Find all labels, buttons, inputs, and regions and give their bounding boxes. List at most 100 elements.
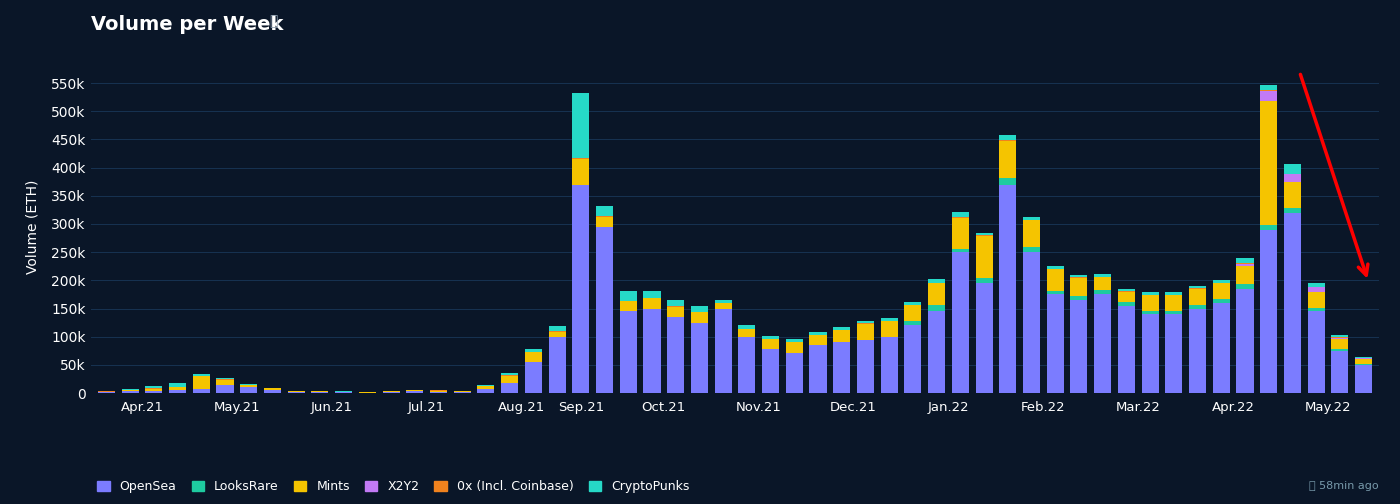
Bar xyxy=(193,389,210,393)
Bar xyxy=(265,388,281,390)
Bar xyxy=(1284,208,1301,213)
Bar xyxy=(857,340,874,393)
Bar xyxy=(382,392,399,393)
Bar xyxy=(1260,225,1277,230)
Bar xyxy=(1355,365,1372,393)
Bar xyxy=(501,375,518,383)
Bar xyxy=(620,311,637,393)
Bar xyxy=(785,342,802,352)
Bar xyxy=(904,302,921,305)
Bar xyxy=(241,384,258,385)
Bar xyxy=(1000,135,1016,140)
Bar xyxy=(904,305,921,321)
Bar xyxy=(406,392,423,393)
Bar xyxy=(668,307,685,317)
Bar xyxy=(1236,289,1253,393)
Bar xyxy=(1355,359,1372,364)
Bar xyxy=(1117,289,1135,291)
Bar xyxy=(952,252,969,393)
Bar xyxy=(146,386,162,389)
Bar xyxy=(1308,287,1324,292)
Bar xyxy=(1284,164,1301,174)
Bar xyxy=(857,321,874,324)
Bar xyxy=(1165,311,1183,314)
Bar xyxy=(881,321,897,337)
Bar xyxy=(217,379,234,380)
Bar xyxy=(1331,338,1348,339)
Bar xyxy=(1095,290,1112,294)
Y-axis label: Volume (ETH): Volume (ETH) xyxy=(25,179,39,274)
Bar xyxy=(169,387,186,390)
Bar xyxy=(1331,335,1348,337)
Text: ⌛ 58min ago: ⌛ 58min ago xyxy=(1309,481,1379,491)
Bar xyxy=(501,383,518,393)
Bar xyxy=(1047,290,1064,294)
Bar xyxy=(809,335,826,345)
Bar xyxy=(122,389,139,390)
Bar xyxy=(1023,247,1040,252)
Bar xyxy=(785,352,802,393)
Bar xyxy=(1355,357,1372,358)
Bar xyxy=(217,385,234,393)
Bar xyxy=(1141,311,1159,314)
Bar xyxy=(1260,230,1277,393)
Bar xyxy=(122,391,139,393)
Bar xyxy=(1000,178,1016,184)
Bar xyxy=(928,283,945,304)
Bar xyxy=(833,342,850,393)
Bar xyxy=(573,93,589,158)
Bar xyxy=(1308,292,1324,308)
Bar xyxy=(1284,213,1301,393)
Bar xyxy=(1331,349,1348,351)
Bar xyxy=(1308,283,1324,287)
Bar xyxy=(1236,258,1253,263)
Bar xyxy=(1308,311,1324,393)
Bar xyxy=(1000,140,1016,141)
Bar xyxy=(1212,280,1229,283)
Bar xyxy=(738,337,756,393)
Bar xyxy=(1141,292,1159,294)
Bar xyxy=(1165,292,1183,294)
Bar xyxy=(881,318,897,321)
Legend: OpenSea, LooksRare, Mints, X2Y2, 0x (Incl. Coinbase), CryptoPunks: OpenSea, LooksRare, Mints, X2Y2, 0x (Inc… xyxy=(97,480,689,493)
Bar xyxy=(809,345,826,393)
Bar xyxy=(928,279,945,283)
Bar xyxy=(1236,284,1253,289)
Bar xyxy=(1117,292,1135,302)
Bar xyxy=(1117,306,1135,393)
Bar xyxy=(833,330,850,342)
Bar xyxy=(1260,91,1277,101)
Bar xyxy=(406,391,423,392)
Bar xyxy=(762,339,780,349)
Bar xyxy=(952,218,969,249)
Bar xyxy=(1212,303,1229,393)
Bar xyxy=(976,278,993,283)
Bar xyxy=(430,392,447,393)
Bar xyxy=(477,386,494,389)
Bar xyxy=(668,317,685,393)
Bar xyxy=(335,392,353,393)
Bar xyxy=(1236,264,1253,266)
Bar xyxy=(525,362,542,393)
Bar xyxy=(928,311,945,393)
Bar xyxy=(596,227,613,393)
Bar xyxy=(714,308,732,393)
Bar xyxy=(881,337,897,393)
Bar xyxy=(1355,364,1372,365)
Bar xyxy=(1189,304,1205,308)
Bar xyxy=(169,390,186,393)
Bar xyxy=(714,300,732,303)
Bar xyxy=(525,352,542,362)
Bar xyxy=(857,324,874,340)
Bar xyxy=(98,392,115,393)
Text: Volume per Week: Volume per Week xyxy=(91,15,283,34)
Bar xyxy=(169,383,186,387)
Bar xyxy=(714,303,732,308)
Bar xyxy=(644,298,661,308)
Bar xyxy=(549,337,566,393)
Bar xyxy=(1141,295,1159,311)
Bar xyxy=(430,391,447,392)
Bar xyxy=(668,300,685,306)
Bar xyxy=(146,391,162,393)
Bar xyxy=(1331,339,1348,349)
